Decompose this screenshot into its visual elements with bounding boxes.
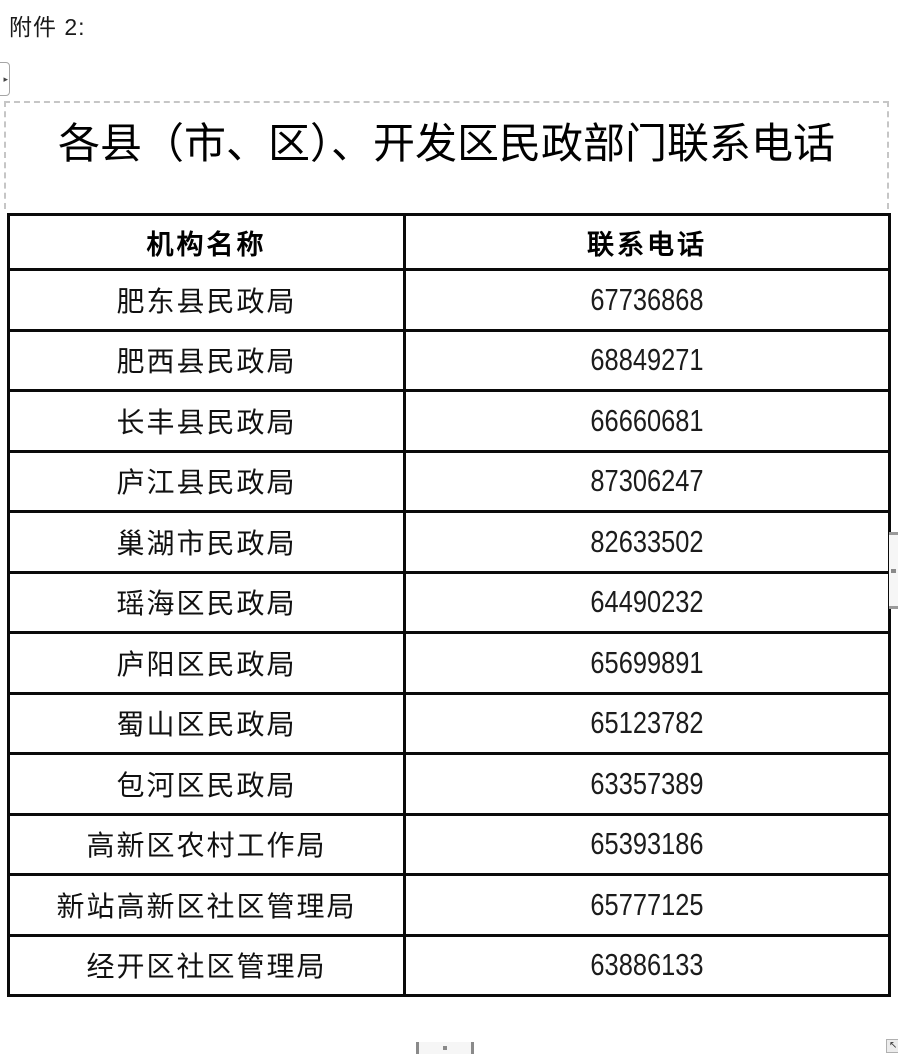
- phone-number: 63357389: [590, 765, 704, 801]
- org-name: 巢湖市民政局: [116, 528, 297, 560]
- phone-number: 65123782: [590, 705, 704, 741]
- phone-number: 65699891: [590, 644, 704, 680]
- corner-navigation-button[interactable]: ↖: [886, 1039, 898, 1053]
- table-row: 高新区农村工作局 65393186: [7, 812, 891, 876]
- table-row: 肥东县民政局 67736868: [7, 268, 891, 332]
- table-row: 经开区社区管理局 63886133: [7, 933, 891, 997]
- column-header-phone: 联系电话: [403, 213, 891, 271]
- org-name: 新站高新区社区管理局: [56, 891, 357, 923]
- org-name: 肥东县民政局: [116, 286, 297, 318]
- org-name: 长丰县民政局: [116, 407, 297, 439]
- phone-number: 65777125: [590, 886, 704, 922]
- horizontal-scrollbar-thumb[interactable]: [416, 1042, 474, 1054]
- page-title: 各县（市、区）、开发区民政部门联系电话: [57, 122, 835, 168]
- table-row: 瑶海区民政局 64490232: [7, 570, 891, 634]
- table-row: 长丰县民政局 66660681: [7, 389, 891, 453]
- phone-number: 68849271: [590, 342, 704, 378]
- right-arrow-icon: ▸: [3, 73, 8, 84]
- title-frame: 各县（市、区）、开发区民政部门联系电话: [4, 101, 889, 209]
- table-row: 肥西县民政局 68849271: [7, 328, 891, 392]
- column-header-org-name: 机构名称: [7, 213, 406, 271]
- org-name: 高新区农村工作局: [86, 831, 327, 863]
- contacts-table: 机构名称 联系电话 肥东县民政局 67736868 肥西县民政局 6884927…: [7, 213, 891, 997]
- org-name: 经开区社区管理局: [86, 952, 327, 984]
- org-name: 瑶海区民政局: [116, 589, 297, 621]
- table-header-row: 机构名称 联系电话: [7, 213, 891, 271]
- left-edge-expand-button[interactable]: ▸: [0, 62, 10, 96]
- phone-number: 65393186: [590, 826, 704, 862]
- table-row: 巢湖市民政局 82633502: [7, 510, 891, 574]
- org-name: 庐江县民政局: [116, 468, 297, 500]
- corner-arrow-icon: ↖: [889, 1040, 898, 1051]
- table-row: 庐江县民政局 87306247: [7, 449, 891, 513]
- phone-number: 64490232: [590, 584, 704, 620]
- phone-number: 66660681: [590, 402, 704, 438]
- phone-number: 82633502: [590, 523, 704, 559]
- org-name: 包河区民政局: [116, 770, 297, 802]
- vertical-scrollbar-thumb[interactable]: [889, 532, 898, 609]
- phone-number: 87306247: [590, 463, 704, 499]
- table-row: 包河区民政局 63357389: [7, 752, 891, 816]
- attachment-label: 附件 2:: [9, 14, 86, 40]
- phone-number: 67736868: [590, 281, 704, 317]
- table-row: 新站高新区社区管理局 65777125: [7, 873, 891, 937]
- table-row: 庐阳区民政局 65699891: [7, 631, 891, 695]
- org-name: 庐阳区民政局: [116, 649, 297, 681]
- org-name: 蜀山区民政局: [116, 710, 297, 742]
- phone-number: 63886133: [590, 947, 704, 983]
- table-row: 蜀山区民政局 65123782: [7, 691, 891, 755]
- org-name: 肥西县民政局: [116, 347, 297, 379]
